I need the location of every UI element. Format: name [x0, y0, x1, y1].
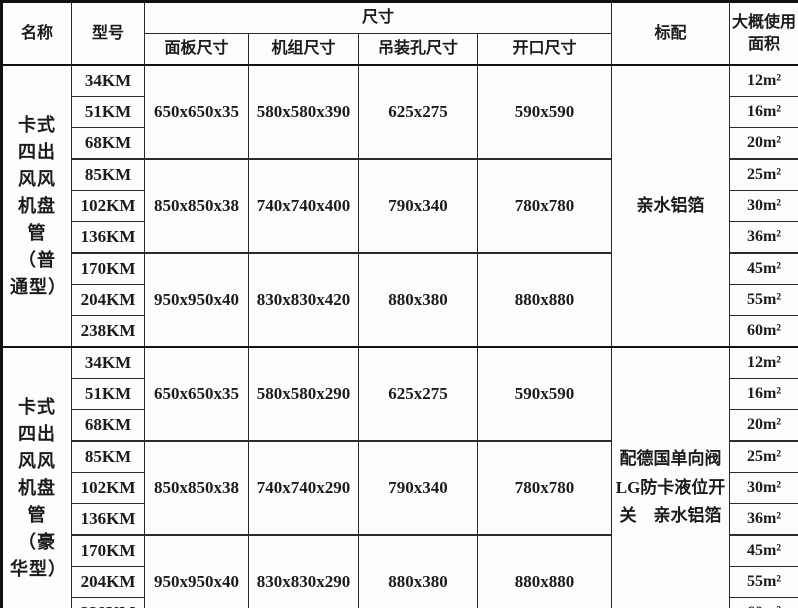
- standard-config-cell: 配德国单向阀 LG防卡液位开 关 亲水铝箔: [611, 346, 731, 608]
- table-row: 卡式四出风风机盘管（豪华型） 34KM 650x650x35 580x580x2…: [1, 346, 798, 608]
- opening-size-cell: 590x590: [476, 346, 613, 442]
- table-body: 卡式四出风风机盘管（普通型） 34KM 650x650x35 580x580x3…: [1, 64, 798, 608]
- header-area: 大概使用面积: [729, 1, 798, 66]
- area-cell: 36m²: [729, 221, 798, 254]
- group-name-cell: 卡式四出风风机盘管（豪华型）: [1, 346, 72, 608]
- header-model: 型号: [71, 1, 145, 66]
- hole-size-cell: 625x275: [358, 346, 478, 442]
- area-cell: 55m²: [729, 566, 798, 598]
- model-cell: 102KM: [71, 472, 145, 504]
- table-row: 136KM 36m²: [2, 221, 798, 254]
- header-size: 尺寸: [143, 1, 613, 34]
- opening-size-cell: 780x780: [476, 440, 613, 536]
- table-row: 204KM 55m²: [2, 566, 798, 598]
- model-cell: 204KM: [71, 566, 145, 598]
- hole-size-cell: 625x275: [358, 64, 478, 160]
- area-cell: 16m²: [729, 378, 798, 410]
- area-cell: 25m²: [729, 158, 798, 191]
- area-cell: 12m²: [729, 346, 798, 379]
- area-cell: 30m²: [729, 472, 798, 504]
- area-cell: 20m²: [729, 409, 798, 442]
- opening-size-cell: 880x880: [476, 252, 613, 348]
- table-row: 204KM 55m²: [2, 284, 798, 316]
- model-cell: 136KM: [71, 503, 145, 536]
- table-row: 85KM 850x850x38 740x740x400 790x340 780x…: [2, 158, 798, 254]
- table-row: 102KM 30m²: [2, 472, 798, 504]
- area-cell: 60m²: [729, 597, 798, 608]
- area-cell: 25m²: [729, 440, 798, 473]
- panel-size-cell: 650x650x35: [144, 346, 249, 442]
- model-cell: 68KM: [71, 127, 145, 160]
- area-cell: 12m²: [729, 64, 798, 97]
- opening-size-cell: 780x780: [476, 158, 613, 254]
- hole-size-cell: 790x340: [358, 440, 478, 536]
- model-cell: 170KM: [71, 534, 145, 567]
- unit-size-cell: 830x830x290: [248, 534, 359, 608]
- hole-size-cell: 790x340: [358, 158, 478, 254]
- standard-config-cell: 亲水铝箔: [611, 64, 731, 348]
- table-row: 卡式四出风风机盘管（普通型） 34KM 650x650x35 580x580x3…: [1, 64, 798, 348]
- table-row: 51KM 16m²: [2, 96, 798, 128]
- hole-size-cell: 880x380: [358, 534, 478, 608]
- group-name-cell: 卡式四出风风机盘管（普通型）: [1, 64, 72, 348]
- model-cell: 170KM: [71, 252, 145, 285]
- area-cell: 36m²: [729, 503, 798, 536]
- header-opening-size: 开口尺寸: [476, 33, 613, 66]
- area-cell: 60m²: [729, 315, 798, 348]
- area-cell: 45m²: [729, 534, 798, 567]
- panel-size-cell: 950x950x40: [144, 534, 249, 608]
- model-cell: 68KM: [71, 409, 145, 442]
- table-row: 68KM 20m²: [2, 409, 798, 442]
- table-row: 238KM 60m²: [2, 597, 798, 608]
- header-unit-size: 机组尺寸: [248, 33, 359, 66]
- area-cell: 20m²: [729, 127, 798, 160]
- opening-size-cell: 590x590: [476, 64, 613, 160]
- table-header: 名称 型号 尺寸 标配 大概使用面积 面板尺寸 机组尺寸 吊装孔尺寸 开口尺寸: [1, 1, 798, 66]
- unit-size-cell: 580x580x290: [248, 346, 359, 442]
- model-cell: 238KM: [71, 315, 145, 348]
- header-hole-size: 吊装孔尺寸: [358, 33, 478, 66]
- panel-size-cell: 650x650x35: [144, 64, 249, 160]
- table-row: 238KM 60m²: [2, 315, 798, 348]
- model-cell: 85KM: [71, 158, 145, 191]
- area-cell: 30m²: [729, 190, 798, 222]
- area-cell: 45m²: [729, 252, 798, 285]
- model-cell: 238KM: [71, 597, 145, 608]
- unit-size-cell: 830x830x420: [248, 252, 359, 348]
- model-cell: 34KM: [71, 346, 145, 379]
- model-cell: 51KM: [71, 96, 145, 128]
- table-row: 102KM 30m²: [2, 190, 798, 222]
- unit-size-cell: 580x580x390: [248, 64, 359, 160]
- header-standard: 标配: [611, 1, 731, 66]
- model-cell: 34KM: [71, 64, 145, 97]
- model-cell: 136KM: [71, 221, 145, 254]
- table-row: 51KM 16m²: [2, 378, 798, 410]
- hole-size-cell: 880x380: [358, 252, 478, 348]
- area-cell: 55m²: [729, 284, 798, 316]
- panel-size-cell: 850x850x38: [144, 158, 249, 254]
- model-cell: 204KM: [71, 284, 145, 316]
- unit-size-cell: 740x740x400: [248, 158, 359, 254]
- header-panel-size: 面板尺寸: [144, 33, 249, 66]
- model-cell: 102KM: [71, 190, 145, 222]
- model-cell: 51KM: [71, 378, 145, 410]
- panel-size-cell: 850x850x38: [144, 440, 249, 536]
- table-row: 170KM 950x950x40 830x830x420 880x380 880…: [2, 252, 798, 348]
- table-row: 136KM 36m²: [2, 503, 798, 536]
- header-name: 名称: [1, 1, 72, 66]
- panel-size-cell: 950x950x40: [144, 252, 249, 348]
- area-cell: 16m²: [729, 96, 798, 128]
- unit-size-cell: 740x740x290: [248, 440, 359, 536]
- opening-size-cell: 880x880: [476, 534, 613, 608]
- model-cell: 85KM: [71, 440, 145, 473]
